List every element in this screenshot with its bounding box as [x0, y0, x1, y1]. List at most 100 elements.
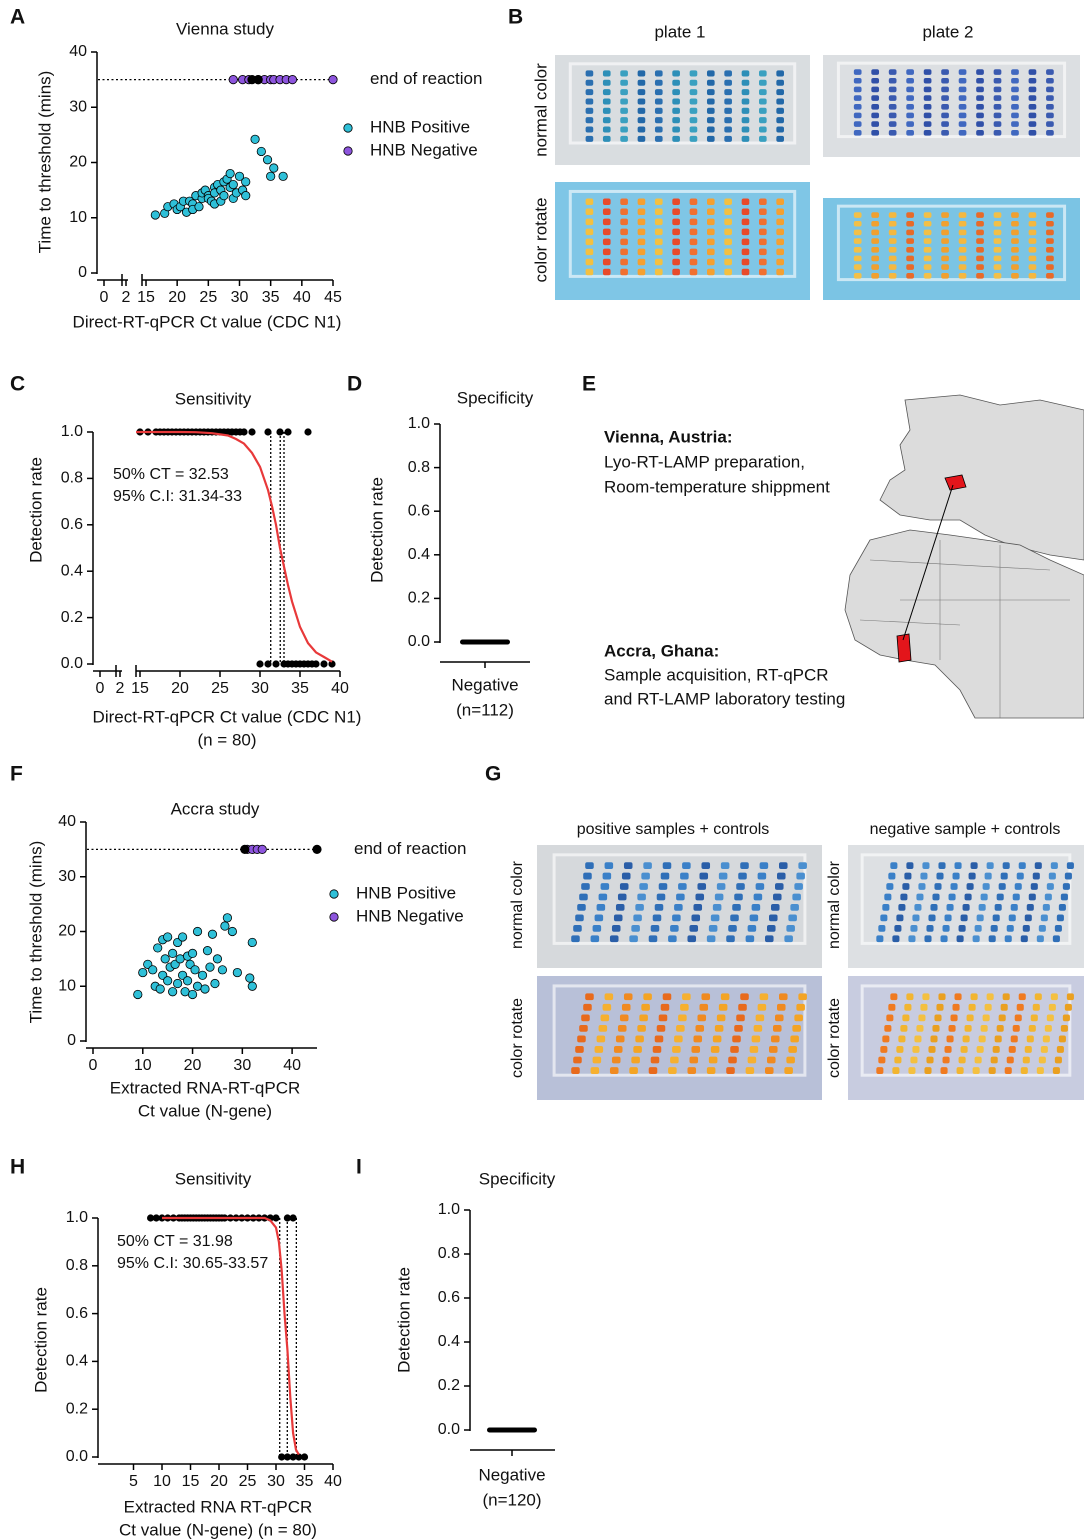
well — [894, 924, 902, 932]
well — [639, 1014, 648, 1022]
point — [257, 844, 267, 854]
point — [148, 965, 158, 975]
well — [888, 121, 897, 127]
x-tick-label: 45 — [324, 289, 342, 306]
well — [604, 993, 614, 1001]
well — [720, 862, 730, 869]
well — [751, 904, 761, 911]
well — [958, 272, 967, 279]
well — [958, 212, 967, 218]
well — [923, 212, 932, 218]
well — [898, 904, 906, 911]
well — [693, 1035, 703, 1043]
well — [923, 69, 932, 75]
well — [1056, 1046, 1064, 1053]
well — [609, 935, 619, 943]
well — [637, 893, 646, 901]
well — [585, 198, 594, 206]
well — [958, 121, 967, 127]
well — [1011, 129, 1019, 136]
y-tick-label: 0 — [78, 264, 87, 281]
well — [960, 1046, 968, 1053]
point — [256, 146, 266, 157]
well — [672, 268, 680, 276]
well — [602, 248, 611, 256]
well — [1046, 112, 1054, 119]
well — [674, 1035, 683, 1043]
well — [637, 126, 646, 133]
well — [573, 924, 582, 932]
x-axis-label: (n = 80) — [197, 730, 256, 749]
well — [619, 883, 629, 890]
well — [706, 208, 715, 216]
well — [906, 264, 914, 270]
panel-letter: C — [10, 373, 25, 396]
well — [988, 1067, 996, 1074]
well — [637, 258, 646, 266]
point — [197, 970, 208, 980]
point — [250, 134, 260, 144]
plate-frame — [568, 62, 797, 145]
well — [1040, 1046, 1048, 1053]
well — [776, 70, 784, 77]
well — [680, 872, 689, 880]
point — [153, 943, 163, 953]
well — [672, 914, 681, 922]
well — [1028, 129, 1037, 136]
y-axis-label: Detection rate — [31, 1287, 50, 1393]
well — [676, 893, 685, 901]
y-tick-label: 0.0 — [438, 1421, 460, 1438]
well — [776, 208, 784, 216]
well — [706, 107, 715, 114]
well — [888, 264, 897, 270]
well — [1036, 935, 1044, 943]
well — [958, 129, 967, 136]
well — [888, 86, 897, 93]
well — [908, 935, 916, 943]
well — [650, 924, 660, 932]
well — [1046, 255, 1054, 262]
well — [585, 79, 594, 86]
y-tick-label: 0.2 — [438, 1377, 460, 1394]
well — [1038, 924, 1046, 932]
well — [585, 70, 594, 77]
point — [240, 844, 250, 854]
well — [941, 112, 949, 119]
point — [178, 932, 188, 942]
x-tick-label: 0 — [89, 1057, 98, 1074]
well — [968, 1003, 976, 1011]
well — [1046, 129, 1054, 136]
well — [902, 883, 910, 890]
well — [724, 89, 732, 96]
point — [247, 981, 257, 991]
point — [300, 1453, 309, 1461]
well — [871, 69, 880, 75]
x-tick-label: 20 — [171, 680, 189, 697]
y-tick-label: 40 — [58, 813, 76, 830]
well — [923, 264, 932, 270]
well — [1044, 893, 1052, 901]
dot-cluster — [460, 639, 510, 645]
well — [1008, 1046, 1016, 1053]
well — [960, 914, 968, 922]
well — [928, 914, 936, 922]
well — [706, 79, 715, 86]
well — [1066, 993, 1074, 1001]
x-tick-label: 25 — [199, 289, 217, 306]
well — [871, 229, 880, 236]
well — [923, 272, 932, 279]
well — [906, 95, 914, 101]
well — [769, 914, 778, 922]
well — [964, 1024, 972, 1032]
plate-frame — [836, 61, 1067, 139]
well — [706, 228, 715, 236]
well — [853, 95, 862, 101]
well — [976, 86, 984, 93]
well — [732, 1035, 741, 1043]
well — [950, 883, 958, 890]
well — [621, 872, 631, 880]
well — [689, 117, 698, 124]
well — [701, 993, 711, 1001]
well — [906, 862, 914, 869]
